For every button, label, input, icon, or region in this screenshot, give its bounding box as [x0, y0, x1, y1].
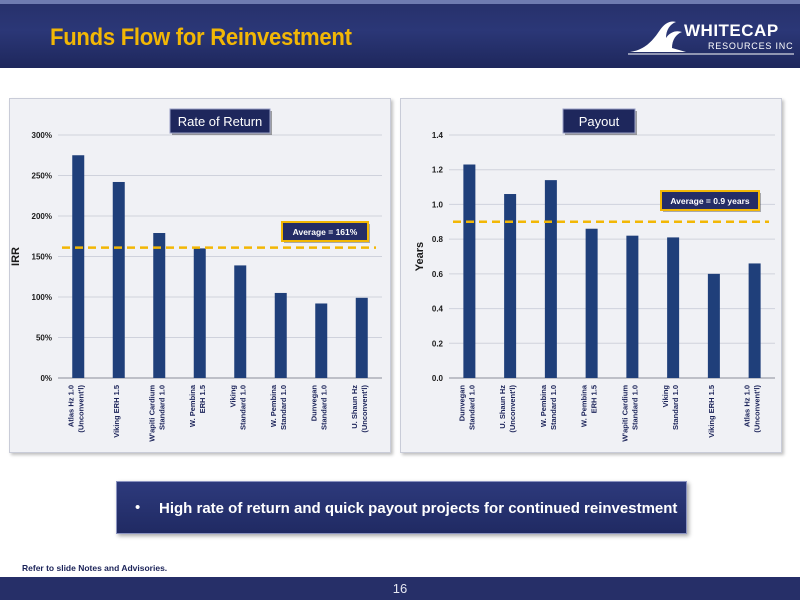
x-tick-label: (Unconvent'l)	[360, 385, 369, 433]
average-callout	[281, 221, 369, 242]
title-banner: Funds Flow for Reinvestment WHITECAP RES…	[0, 0, 800, 68]
footnote: Refer to slide Notes and Advisories.	[22, 563, 168, 573]
y-tick-label: 1.4	[432, 131, 444, 140]
chart-title: Payout	[579, 114, 620, 129]
wave-logo-icon	[630, 21, 686, 52]
logo-subname: RESOURCES INC	[708, 41, 793, 51]
bar	[234, 265, 247, 378]
bar	[72, 155, 85, 378]
y-tick-label: 200%	[32, 212, 52, 221]
y-tick-label: 100%	[32, 293, 52, 302]
y-tick-label: 0%	[40, 374, 52, 383]
payout-panel: 0.0 0.2 0.4 0.6 0.8 1.0 1.2 1.4 Years Dunvegan Sta…	[400, 98, 782, 453]
y-tick-label: 300%	[32, 131, 52, 140]
x-tick-label: ERH 1.5	[590, 385, 599, 413]
x-tick-label: Standard 1.0	[630, 385, 639, 430]
x-tick-label: U. Shaun Hz	[498, 385, 507, 429]
banner-top-stripe	[0, 0, 800, 4]
average-callout	[660, 190, 760, 211]
x-tick-label: Viking	[661, 385, 670, 408]
y-tick-label: 0.6	[432, 270, 444, 279]
chart-title-box	[169, 108, 271, 134]
x-tick-label: Standard 1.0	[671, 385, 680, 430]
x-tick-label: Standard 1.0	[549, 385, 558, 430]
chart-title: Rate of Return	[178, 114, 263, 129]
whitecap-logo: WHITECAP RESOURCES INC	[628, 21, 794, 55]
y-tick-label: 0.2	[432, 339, 444, 348]
y-axis-label: IRR	[10, 247, 22, 266]
page-number: 16	[392, 581, 408, 596]
x-tick-label: (Unconvent'l)	[753, 385, 762, 433]
y-tick-label: 1.0	[432, 200, 444, 209]
x-tick-label: Atlas Hz 1.0	[743, 385, 752, 427]
bar	[707, 273, 720, 378]
x-tick-label: ERH 1.5	[198, 385, 207, 413]
average-callout-label: Average = 161%	[293, 227, 358, 237]
x-tick-label: (Unconvent'l)	[508, 385, 517, 433]
y-tick-label: 0.0	[432, 374, 444, 383]
bar	[667, 237, 680, 378]
x-tick-label: Standard 1.0	[319, 385, 328, 430]
key-message-text: High rate of return and quick payout pro…	[159, 500, 678, 517]
footer-bar: 16	[0, 577, 800, 600]
x-tick-label: Viking	[228, 385, 237, 408]
bar	[274, 292, 287, 378]
key-message-box: • High rate of return and quick payout p…	[116, 481, 687, 534]
bar	[544, 180, 557, 378]
y-axis-label: Years	[414, 242, 426, 271]
bar	[355, 297, 368, 378]
x-tick-label: W. Pembina	[188, 384, 197, 427]
x-tick-label: Atlas Hz 1.0	[66, 385, 75, 427]
bar	[463, 164, 476, 378]
x-tick-label: Viking ERH 1.5	[112, 385, 121, 438]
x-tick-label: Standard 1.0	[238, 385, 247, 430]
bullet-icon: •	[135, 499, 141, 516]
x-tick-label: W'apiti Cardium	[620, 385, 629, 442]
y-tick-label: 250%	[32, 172, 52, 181]
x-tick-label: U. Shaun Hz	[350, 385, 359, 429]
x-tick-label: Dunvegan	[309, 385, 318, 422]
y-tick-label: 1.2	[432, 166, 444, 175]
x-tick-label: Standard 1.0	[279, 385, 288, 430]
rate-of-return-panel: 0% 50% 100% 150% 200% 250% 300% IRR Atlas Hz 1.0…	[9, 98, 391, 453]
slide-title: Funds Flow for Reinvestment	[50, 24, 352, 51]
bar	[748, 263, 761, 378]
x-tick-label: W. Pembina	[269, 384, 278, 427]
bar	[504, 194, 517, 378]
x-tick-label: (Unconvent'l)	[76, 385, 85, 433]
average-callout-label: Average = 0.9 years	[670, 196, 750, 206]
x-tick-label: Standard 1.0	[157, 385, 166, 430]
x-tick-label: W. Pembina	[580, 384, 589, 427]
x-tick-label: W. Pembina	[539, 384, 548, 427]
bar	[626, 235, 639, 378]
bar	[153, 233, 166, 378]
x-tick-label: Standard 1.0	[467, 385, 476, 430]
x-tick-label: Viking ERH 1.5	[707, 385, 716, 438]
y-tick-label: 0.4	[432, 305, 444, 314]
bar	[315, 303, 328, 378]
y-tick-label: 150%	[32, 253, 52, 262]
rate-of-return-chart: 0% 50% 100% 150% 200% 250% 300% IRR Atlas Hz 1.0…	[10, 108, 382, 442]
y-tick-label: 0.8	[432, 235, 444, 244]
logo-name: WHITECAP	[684, 21, 779, 40]
chart-title-box	[562, 108, 636, 134]
bar	[585, 228, 598, 378]
bar	[193, 248, 206, 378]
y-tick-label: 50%	[36, 334, 52, 343]
x-tick-label: W'apiti Cardium	[147, 385, 156, 442]
x-tick-label: Dunvegan	[457, 385, 466, 422]
bar	[112, 181, 125, 378]
